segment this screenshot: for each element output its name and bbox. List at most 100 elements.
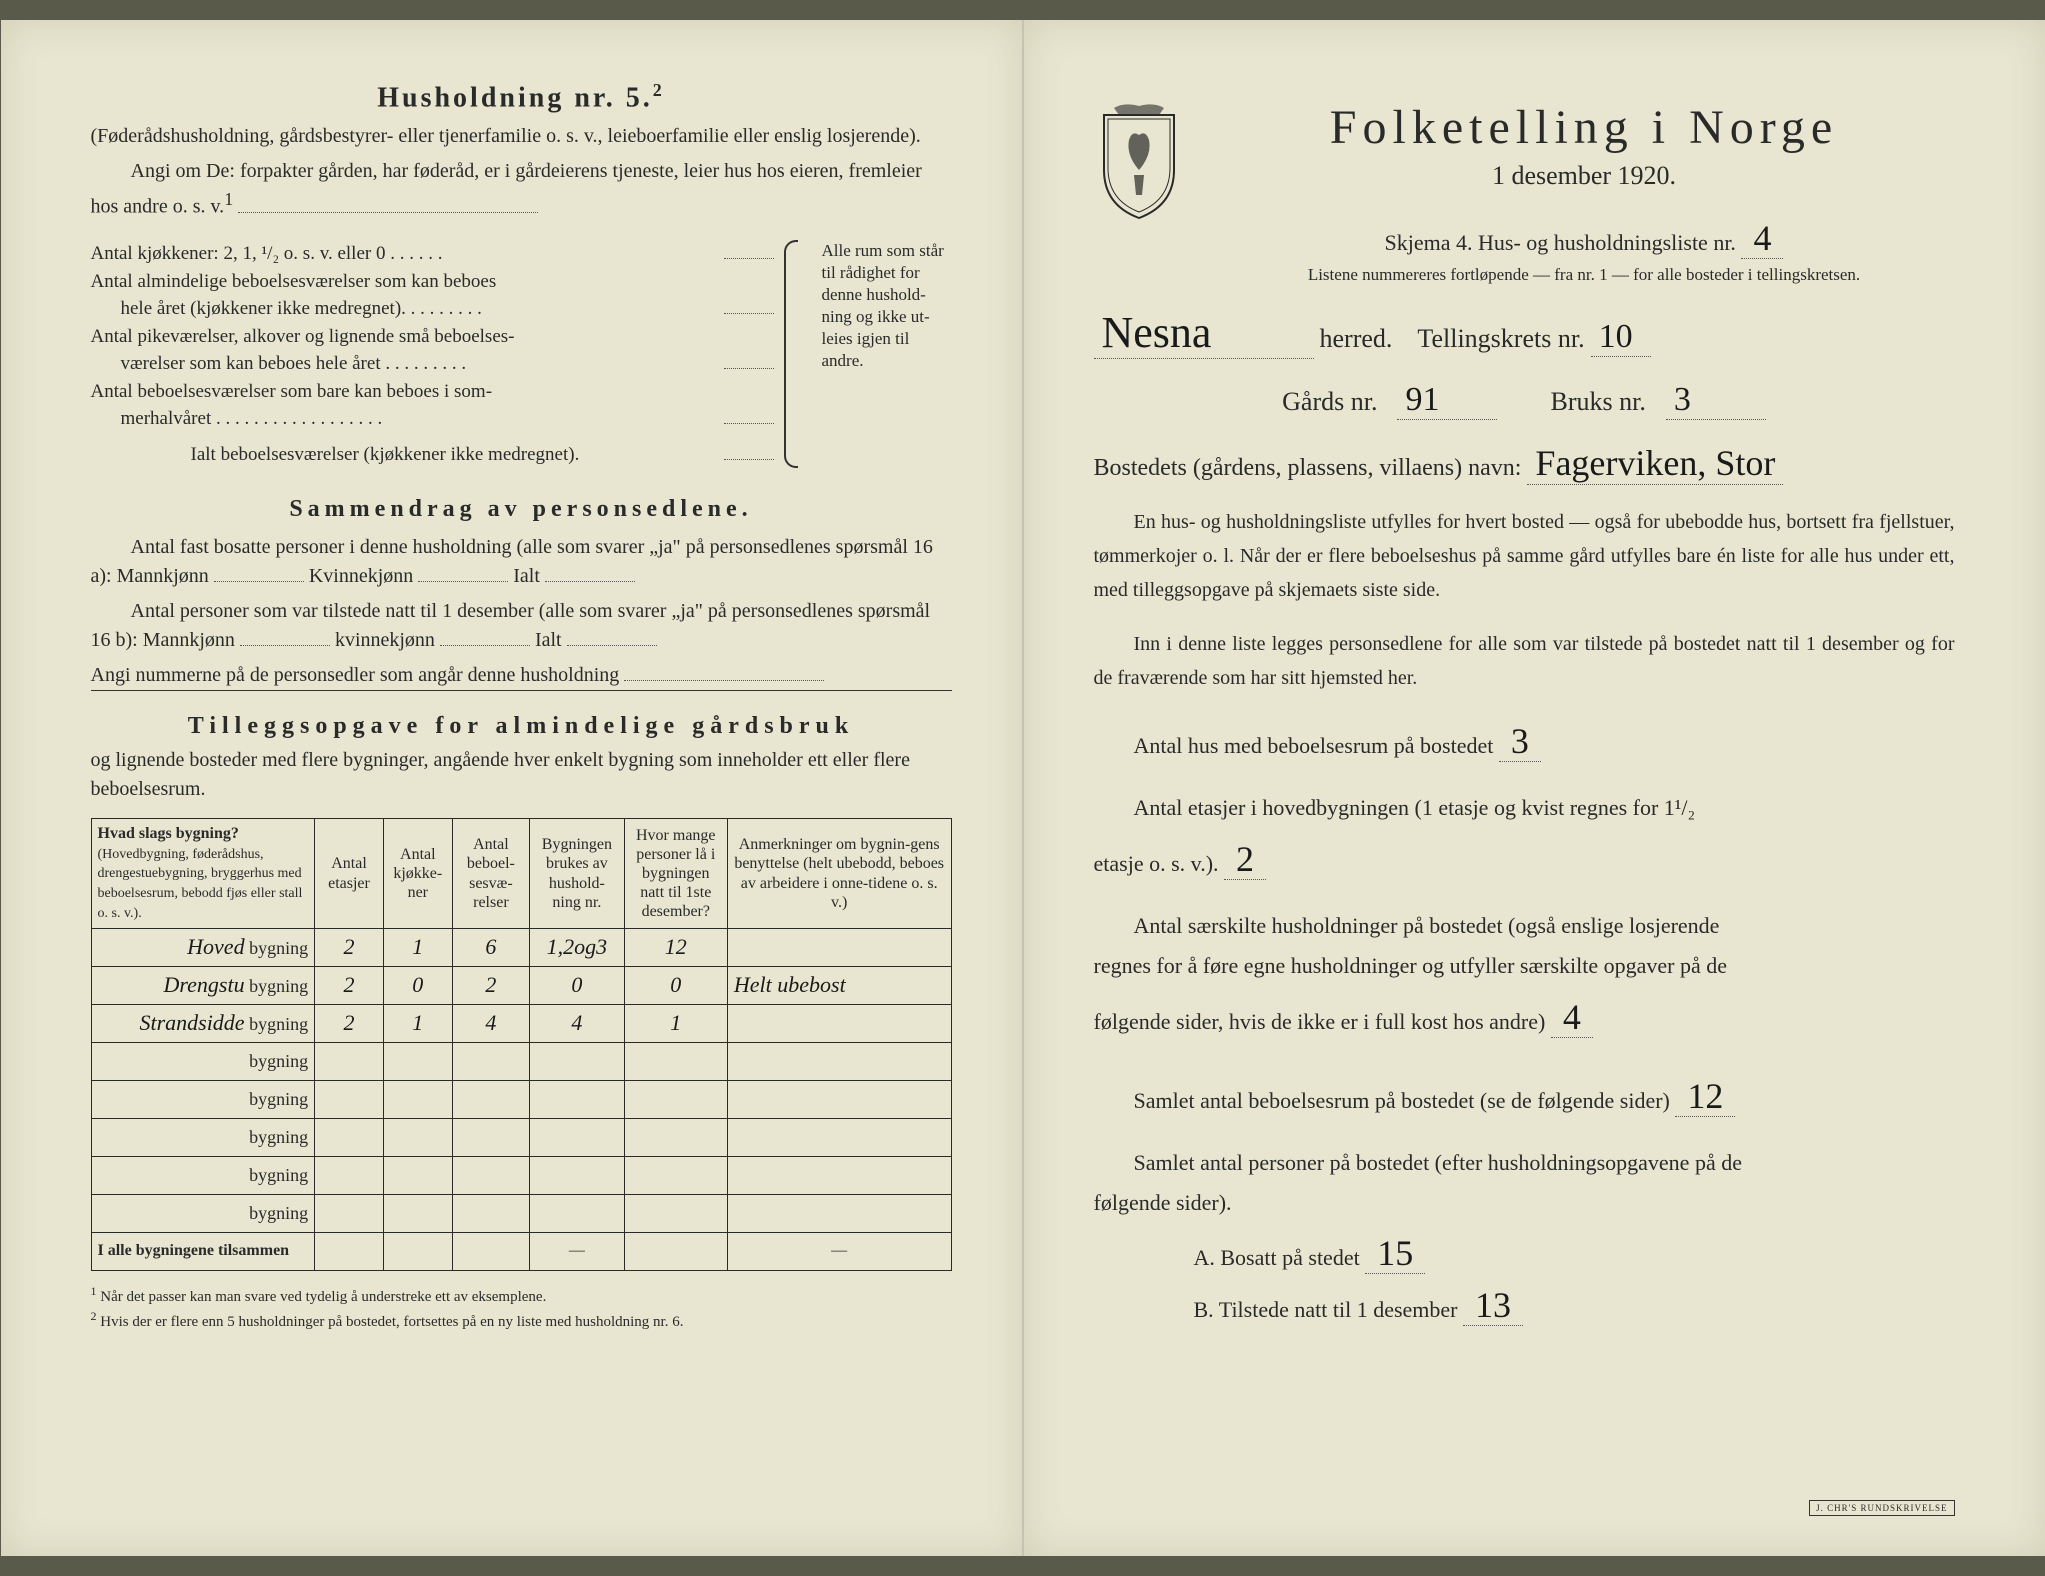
- blank: [724, 241, 774, 259]
- blank: [418, 564, 508, 582]
- gards-label: Gårds nr.: [1282, 387, 1377, 417]
- total-label-text: I alle bygningene tilsammen: [98, 1242, 290, 1259]
- blank: [724, 351, 774, 369]
- row-c5: [530, 1194, 625, 1232]
- brace-icon: [784, 240, 798, 468]
- blank: [545, 564, 635, 582]
- fn1-num: 1: [91, 1284, 97, 1298]
- row-c4: [452, 1080, 529, 1118]
- summary2: Antal personer som var tilstede natt til…: [91, 597, 952, 655]
- q5-row: Samlet antal personer på bostedet (efter…: [1094, 1143, 1955, 1222]
- row-c5: 1,2og3: [530, 928, 625, 966]
- room-r3a: Antal pikeværelser, alkover og lignende …: [91, 323, 774, 351]
- row-c7: [727, 1156, 951, 1194]
- heading-sup: 2: [653, 80, 665, 100]
- table-row: bygning: [91, 1118, 951, 1156]
- row-name: Drengstu bygning: [91, 966, 315, 1004]
- total-c6: [624, 1232, 727, 1270]
- row-c2: [315, 1194, 384, 1232]
- row-c4: [452, 1194, 529, 1232]
- gards-row: Gårds nr. 91 Bruks nr. 3: [1094, 381, 1955, 420]
- printer-stamp: J. CHR'S RUNDSKRIVELSE: [1809, 1500, 1954, 1516]
- tillegg-sub: og lignende bosteder med flere bygninger…: [91, 746, 952, 804]
- blank: [214, 564, 304, 582]
- heading-text: Husholdning nr. 5.: [377, 82, 653, 113]
- th-c7: Anmerkninger om bygnin-gens benyttelse (…: [727, 819, 951, 928]
- table-foot: I alle bygningene tilsammen — —: [91, 1232, 951, 1270]
- table-body: Hoved bygning2161,2og312Drengstu bygning…: [91, 928, 951, 1232]
- herred-hw: Nesna: [1094, 307, 1314, 359]
- table-row: bygning: [91, 1194, 951, 1232]
- row-c3: [383, 1156, 452, 1194]
- summary2-k: kvinnekjønn: [335, 629, 435, 651]
- table-row: Strandsidde bygning21441: [91, 1004, 951, 1042]
- room-r4b: merhalvåret . . . . . . . . . . . . . . …: [91, 405, 383, 433]
- row-c4: 4: [452, 1004, 529, 1042]
- th-c5: Bygningen brukes av hushold-ning nr.: [530, 819, 625, 928]
- herred-row: Nesna herred. Tellingskrets nr. 10: [1094, 307, 1955, 359]
- title-block: Folketelling i Norge 1 desember 1920. Sk…: [1214, 100, 1955, 285]
- row-c7: Helt ubebost: [727, 966, 951, 1004]
- q1-row: Antal hus med beboelsesrum på bostedet 3: [1094, 709, 1955, 774]
- total-label: I alle bygningene tilsammen: [91, 1232, 315, 1270]
- row-c5: [530, 1042, 625, 1080]
- skjema-text: Skjema 4. Hus- og husholdningsliste nr.: [1385, 230, 1736, 255]
- row-c3: 0: [383, 966, 452, 1004]
- row-name: bygning: [91, 1156, 315, 1194]
- summary1-i: Ialt: [513, 565, 540, 587]
- th-c6: Hvor mange personer lå i bygningen natt …: [624, 819, 727, 928]
- ab-a-label: A. Bosatt på stedet: [1194, 1245, 1360, 1270]
- row-c7: [727, 1194, 951, 1232]
- row-c4: 2: [452, 966, 529, 1004]
- summary-heading: Sammendrag av personsedlene.: [91, 496, 952, 523]
- brace-col: [784, 240, 812, 468]
- q4-row: Samlet antal beboelsesrum på bostedet (s…: [1094, 1064, 1955, 1129]
- table-row: bygning: [91, 1156, 951, 1194]
- room-r2a: Antal almindelige beboelsesværelser som …: [91, 268, 774, 296]
- row-c5: 4: [530, 1004, 625, 1042]
- table-row: bygning: [91, 1080, 951, 1118]
- row-c2: [315, 1156, 384, 1194]
- krets-label: Tellingskrets nr.: [1417, 324, 1584, 354]
- row-c6: [624, 1042, 727, 1080]
- blank: [440, 628, 530, 646]
- row-c4: [452, 1156, 529, 1194]
- a4: 12: [1675, 1076, 1735, 1117]
- row-c5: [530, 1080, 625, 1118]
- row-c4: [452, 1118, 529, 1156]
- row-name: bygning: [91, 1194, 315, 1232]
- summary2-i: Ialt: [535, 629, 562, 651]
- note-line: Listene nummereres fortløpende — fra nr.…: [1214, 265, 1955, 285]
- summary1: Antal fast bosatte personer i denne hush…: [91, 533, 952, 591]
- row-c2: 2: [315, 1004, 384, 1042]
- th-c3: Antal kjøkke-ner: [383, 819, 452, 928]
- ab-a-row: A. Bosatt på stedet 15: [1194, 1232, 1955, 1274]
- liste-nr-hw: 4: [1741, 218, 1783, 259]
- row-c2: [315, 1080, 384, 1118]
- table-head: Hvad slags bygning? (Hovedbygning, føder…: [91, 819, 951, 928]
- row-c6: [624, 1156, 727, 1194]
- room-r2b: hele året (kjøkkener ikke medregnet). . …: [91, 295, 482, 323]
- tillegg-heading: Tilleggsopgave for almindelige gårdsbruk: [91, 713, 952, 740]
- left-sub2: Angi om De: forpakter gården, har føderå…: [91, 157, 952, 222]
- rooms-section: Antal kjøkkener: 2, 1, ¹/₂ o. s. v. elle…: [91, 240, 952, 468]
- bruks-hw: 3: [1666, 381, 1766, 420]
- sub2a: Angi om De:: [131, 160, 235, 182]
- row-c2: [315, 1042, 384, 1080]
- th-c1b: (Hovedbygning, føderådshus, drengestueby…: [98, 847, 303, 921]
- bosted-row: Bostedets (gårdens, plassens, villaens) …: [1094, 442, 1955, 485]
- row-c6: [624, 1118, 727, 1156]
- row-c3: 1: [383, 928, 452, 966]
- row-c7: [727, 1004, 951, 1042]
- left-heading: Husholdning nr. 5.2: [91, 80, 952, 114]
- blank: [724, 296, 774, 314]
- blank: [724, 442, 774, 460]
- row-name: bygning: [91, 1118, 315, 1156]
- row-name: Strandsidde bygning: [91, 1004, 315, 1042]
- ab-a-hw: 15: [1365, 1233, 1425, 1274]
- row-c2: 2: [315, 966, 384, 1004]
- row-c3: [383, 1118, 452, 1156]
- bosted-hw: Fagerviken, Stor: [1527, 442, 1783, 485]
- skjema-line: Skjema 4. Hus- og husholdningsliste nr. …: [1214, 217, 1955, 259]
- row-c3: [383, 1080, 452, 1118]
